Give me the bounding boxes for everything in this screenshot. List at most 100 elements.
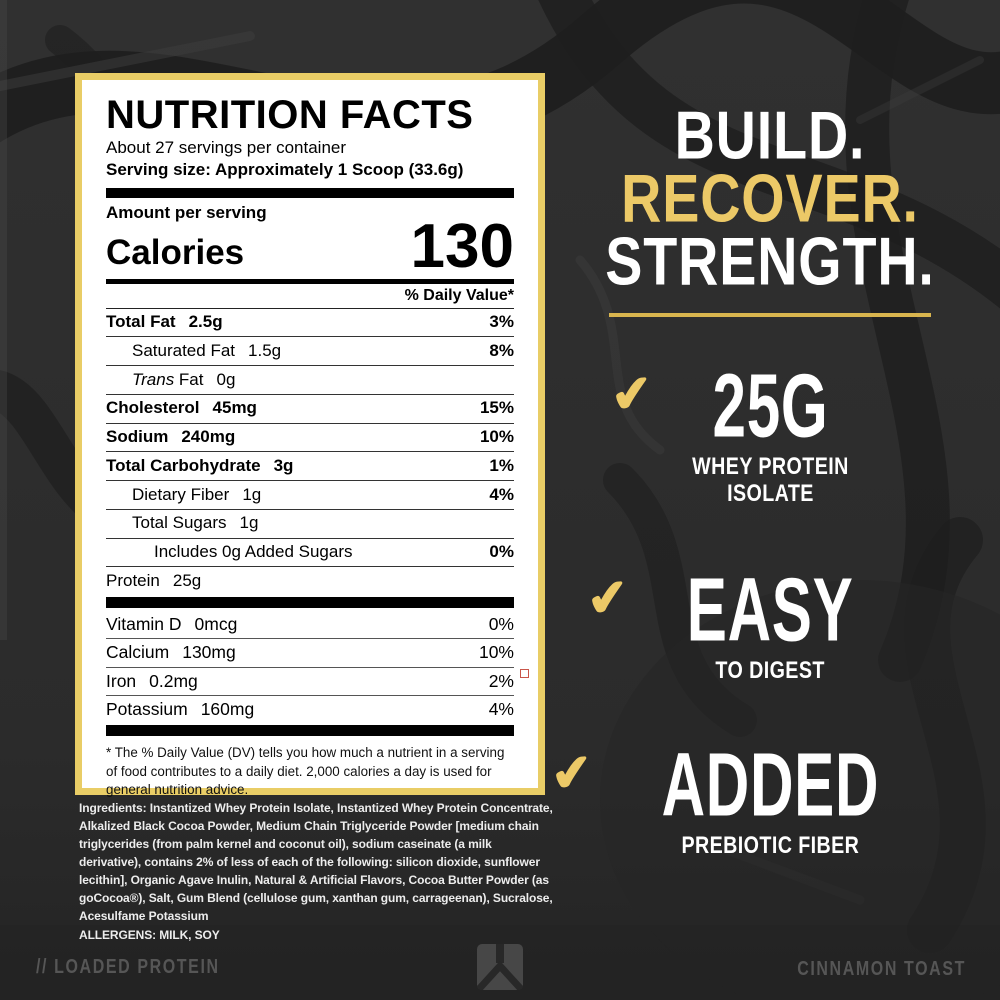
nutrient-name: Total Fat [106, 312, 176, 332]
benefit-headline: 25G [712, 355, 828, 457]
nutrient-amount: 1g [239, 513, 259, 533]
ingredients-label: Ingredients: [79, 801, 147, 815]
benefit-subline: WHEY PROTEIN [691, 453, 849, 481]
nutrient-name: Sodium [106, 427, 169, 447]
micronutrient-row: Calcium 130mg 10% [106, 639, 514, 668]
benefit-subtext: WHEY PROTEIN ISOLATE [675, 453, 866, 507]
nutrient-daily-value: 4% [489, 484, 514, 504]
nutrient-name: Includes 0g Added Sugars [154, 542, 353, 562]
nutrient-italic-prefix: Trans [132, 369, 175, 389]
nutrient-amount: 0mcg [194, 614, 238, 635]
benefit-subline: TO DIGEST [715, 657, 825, 685]
calories-value: 130 [410, 212, 514, 281]
nutrient-amount: 1g [242, 484, 262, 504]
nutrient-daily-value: 8% [489, 340, 514, 360]
serving-size: Serving size: Approximately 1 Scoop (33.… [106, 160, 464, 179]
nutrient-name: Vitamin D [106, 614, 182, 635]
nutrient-amount: 1.5g [248, 340, 282, 360]
nutrient-daily-value: 0% [488, 614, 514, 635]
nutrient-name: Potassium [106, 699, 188, 720]
amount-per-serving-label: Amount per serving [106, 203, 267, 222]
headline-line: BUILD. [674, 96, 866, 174]
nutrient-row: Saturated Fat 1.5g 8% [106, 337, 514, 367]
nutrient-row: Total Fat 2.5g 3% [106, 309, 514, 338]
benefit-item: ✔ EASY TO DIGEST [584, 559, 889, 684]
nutrient-rows: Total Fat 2.5g 3% Saturated Fat 1.5g 8% Tr… [106, 309, 514, 595]
nutrient-row: Includes 0g Added Sugars 0% [106, 539, 514, 568]
headline-line: RECOVER. [621, 159, 919, 237]
footer-flavor-name: CINNAMON TOAST [797, 958, 966, 980]
nutrient-row: Trans Fat 0g [106, 366, 514, 395]
footer-product-line: // LOADED PROTEIN [36, 956, 220, 978]
nutrient-amount: 3g [273, 455, 294, 475]
benefit-item: ✔ ADDED PREBIOTIC FIBER [548, 734, 926, 859]
benefit-subtext: PREBIOTIC FIBER [615, 832, 926, 859]
headline-line: STRENGTH. [605, 222, 935, 300]
headline-underline [609, 313, 931, 317]
allergens-line: ALLERGENS: MILK, SOY [79, 928, 220, 942]
ingredients-text: Instantized Whey Protein Isolate, Instan… [79, 801, 553, 923]
nutrient-daily-value: 4% [488, 699, 514, 720]
nutrient-name: Cholesterol [106, 398, 200, 418]
calories-label: Calories [106, 232, 245, 272]
servings-per-container: About 27 servings per container [106, 138, 347, 157]
nutrient-amount: 2.5g [188, 312, 223, 332]
nutrient-name: Total Carbohydrate [106, 455, 261, 475]
nutrient-amount: 160mg [200, 699, 255, 720]
nutrient-amount: 45mg [212, 398, 257, 418]
nutrient-name: Iron [106, 670, 137, 691]
nutrient-daily-value: 2% [488, 670, 514, 691]
nutrient-row: Total Carbohydrate 3g 1% [106, 452, 514, 482]
nutrient-daily-value: 10% [478, 642, 514, 663]
micronutrient-row: Potassium 160mg 4% [106, 696, 514, 723]
nutrient-daily-value: 15% [479, 398, 514, 418]
nutrient-amount: 130mg [182, 642, 236, 663]
benefit-headline: EASY [686, 559, 854, 661]
benefit-item: ✔ 25G WHEY PROTEIN ISOLATE [608, 355, 866, 507]
daily-value-header: % Daily Value* [106, 284, 514, 309]
micronutrient-row: Iron 0.2mg 2% [106, 668, 514, 697]
checkmark-icon: ✔ [547, 743, 596, 804]
headline: BUILD. RECOVER. STRENGTH. [570, 96, 970, 300]
nutrient-name: Calcium [106, 642, 170, 663]
ingredients-block: Ingredients: Instantized Whey Protein Is… [79, 799, 557, 944]
nutrient-amount: 0.2mg [149, 670, 198, 691]
divider-medium [106, 278, 514, 284]
nutrient-amount: 240mg [181, 427, 236, 447]
checkmark-icon: ✔ [607, 363, 656, 425]
daily-value-footnote: * The % Daily Value (DV) tells you how m… [106, 745, 505, 798]
nutrient-daily-value: 1% [489, 455, 514, 475]
brand-logo-icon [476, 944, 524, 995]
nutrient-daily-value: 0% [489, 542, 514, 562]
nutrient-name: Protein [106, 570, 160, 590]
nutrient-name: Fat [174, 369, 204, 389]
nutrition-facts-title: NUTRITION FACTS [106, 93, 474, 137]
divider-thick [106, 188, 514, 198]
micronutrient-rows: Vitamin D 0mcg 0% Calcium 130mg 10% Iron 0.… [106, 611, 514, 723]
nutrient-row: Total Sugars 1g [106, 510, 514, 539]
render-artifact [520, 669, 529, 678]
nutrient-row: Cholesterol 45mg 15% [106, 395, 514, 424]
divider-thick [106, 597, 514, 609]
benefit-subtext: TO DIGEST [651, 657, 889, 684]
nutrient-daily-value: 10% [479, 427, 514, 447]
nutrition-facts-panel: NUTRITION FACTS About 27 servings per co… [75, 73, 545, 797]
benefit-subline: PREBIOTIC FIBER [681, 832, 859, 860]
nutrient-name: Saturated Fat [132, 340, 236, 360]
footer-bar: // LOADED PROTEIN CINNAMON TOAST [0, 934, 1000, 1000]
benefit-headline: ADDED [661, 734, 879, 836]
nutrient-daily-value: 3% [489, 312, 514, 332]
marketing-column: BUILD. RECOVER. STRENGTH. ✔ 25G WHEY PRO… [548, 96, 970, 860]
nutrient-name: Dietary Fiber [132, 484, 230, 504]
nutrient-name: Total Sugars [132, 513, 227, 533]
nutrient-row: Dietary Fiber 1g 4% [106, 481, 514, 510]
checkmark-icon: ✔ [584, 568, 632, 629]
divider-thick [106, 725, 514, 737]
nutrient-amount: 0g [216, 369, 236, 389]
benefit-subline: ISOLATE [726, 480, 814, 508]
benefits-list: ✔ 25G WHEY PROTEIN ISOLATE ✔ EASY TO DIGE… [548, 355, 970, 860]
nutrient-row: Protein 25g [106, 567, 514, 595]
micronutrient-row: Vitamin D 0mcg 0% [106, 611, 514, 640]
nutrient-amount: 25g [172, 570, 202, 590]
nutrient-row: Sodium 240mg 10% [106, 424, 514, 453]
